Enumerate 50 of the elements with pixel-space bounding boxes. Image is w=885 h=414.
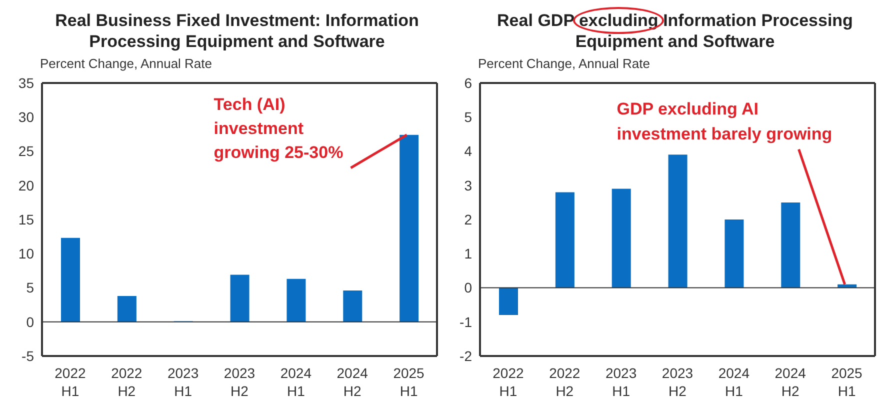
y-tick-label: 5	[464, 109, 472, 126]
y-tick-label: -5	[22, 348, 34, 364]
bar	[230, 274, 250, 322]
y-tick-label: 30	[18, 109, 34, 126]
y-tick-label: 20	[18, 177, 34, 194]
bar	[499, 288, 518, 316]
x-tick-label: 2023 H2	[224, 365, 256, 399]
y-tick-label: 0	[464, 280, 472, 296]
y-axis-title: Percent Change, Annual Rate	[477, 56, 652, 73]
annotation: Tech (AI) investment growing 25-30%	[214, 94, 344, 162]
bar	[612, 188, 631, 288]
y-tick-label: 25	[18, 143, 34, 160]
x-tick-label: 2023 H1	[605, 365, 637, 399]
y-tick-label: 15	[18, 211, 34, 228]
y-tick-label: 0	[26, 314, 34, 330]
y-tick-label: 2	[464, 211, 472, 228]
x-tick-label: 2022 H1	[54, 365, 86, 399]
bar	[61, 238, 80, 322]
y-tick-label: 5	[26, 280, 34, 296]
x-tick-label: 2024 H1	[718, 365, 750, 399]
y-tick-label: 4	[464, 143, 472, 160]
x-tick-label: 2025 H1	[393, 365, 425, 399]
y-axis-title: Percent Change, Annual Rate	[39, 56, 214, 73]
bar	[724, 220, 744, 288]
chart-title: Real GDP excluding Information Processing Equipment and Software	[497, 11, 853, 51]
x-tick-label: 2022 H1	[492, 365, 524, 399]
x-tick-label: 2024 H2	[336, 365, 368, 399]
bar	[668, 154, 688, 288]
y-tick-label: 6	[464, 74, 472, 91]
y-tick-label: -1	[460, 314, 472, 330]
y-tick-label: 1	[464, 246, 472, 262]
chart-title: Real Business Fixed Investment: Information Processing Equipment and Software	[55, 11, 419, 51]
x-tick-label: 2022 H2	[111, 365, 142, 399]
bar	[343, 290, 362, 322]
x-tick-label: 2023 H2	[662, 365, 694, 399]
bar	[400, 134, 419, 322]
bar	[781, 202, 800, 288]
bar	[286, 278, 306, 322]
x-tick-label: 2024 H1	[280, 365, 312, 399]
bar	[117, 296, 136, 322]
bar	[555, 192, 574, 288]
x-tick-label: 2025 H1	[831, 365, 863, 399]
x-tick-label: 2023 H1	[167, 365, 199, 399]
y-tick-label: 10	[18, 246, 34, 262]
y-tick-label: -2	[460, 348, 472, 364]
y-tick-label: 35	[18, 74, 34, 91]
annotation: GDP excluding AI investment barely growing	[616, 99, 832, 144]
x-tick-label: 2024 H2	[774, 365, 806, 399]
x-tick-label: 2022 H2	[549, 365, 580, 399]
y-tick-label: 3	[464, 177, 472, 194]
